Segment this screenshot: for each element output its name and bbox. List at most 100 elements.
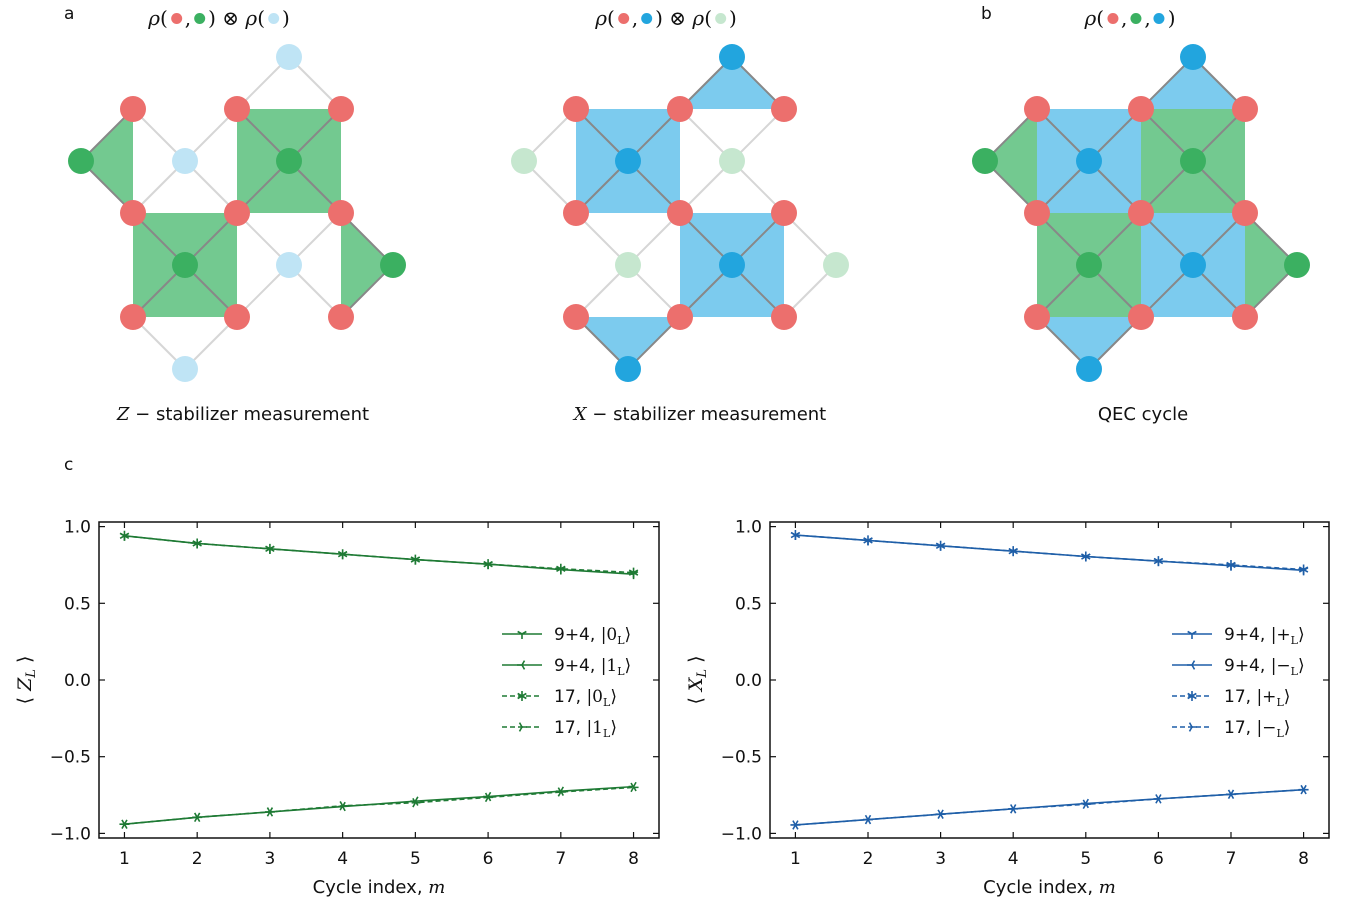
data-point-marker xyxy=(1010,804,1019,814)
idle-x-ancilla-qubit xyxy=(172,356,198,382)
data-point-marker xyxy=(630,782,639,793)
z-ancilla-qubit xyxy=(1284,252,1310,278)
data-qubit xyxy=(120,96,146,122)
z-ancilla-qubit xyxy=(1076,252,1102,278)
data-qubit xyxy=(120,200,146,226)
legend-marker xyxy=(517,630,527,639)
data-qubit xyxy=(1232,96,1258,122)
data-qubit xyxy=(1232,200,1258,226)
data-point-marker xyxy=(266,807,275,817)
plot-frame xyxy=(769,521,1330,839)
x-tick-label: 4 xyxy=(1008,849,1019,869)
data-point-marker xyxy=(192,538,202,549)
data-point-marker xyxy=(937,809,946,819)
x-tick-label: 6 xyxy=(1153,849,1164,869)
data-point-marker xyxy=(556,563,566,574)
x-ancilla-qubit xyxy=(1180,44,1206,70)
x-tick-label: 3 xyxy=(264,849,275,869)
data-point-marker xyxy=(483,559,493,570)
x-ancilla-qubit xyxy=(1076,356,1102,382)
data-qubit xyxy=(1128,96,1154,122)
data-point-marker xyxy=(1227,789,1236,800)
legend-entry: 17, |0L⟩ xyxy=(554,687,617,709)
legend-marker xyxy=(1188,722,1197,732)
idle-z-ancilla-qubit xyxy=(823,252,849,278)
data-qubit xyxy=(328,200,354,226)
data-point-marker xyxy=(410,554,421,565)
red-dot-icon xyxy=(170,12,182,24)
legend-entry: 9+4, |1L⟩ xyxy=(554,656,631,678)
data-point-marker xyxy=(265,543,275,554)
green-dot-icon xyxy=(1130,12,1142,24)
light-green-dot-icon xyxy=(715,12,726,24)
y-tick-label: 0.5 xyxy=(735,594,762,614)
data-point-marker xyxy=(1153,556,1164,567)
panel-label-c: c xyxy=(64,455,74,475)
data-qubit xyxy=(1128,200,1154,226)
x-tick-label: 8 xyxy=(1298,849,1309,869)
stabilizer-plaquette xyxy=(1245,213,1297,317)
panel-label-a: a xyxy=(64,4,75,24)
data-qubit xyxy=(1024,304,1050,330)
data-point-marker xyxy=(1081,551,1091,562)
x-ancilla-qubit xyxy=(1180,252,1206,278)
lattice-x xyxy=(511,44,849,382)
data-qubit xyxy=(224,200,250,226)
legend-entry: 17, |+L⟩ xyxy=(1224,687,1290,709)
y-tick-label: −0.5 xyxy=(50,748,91,768)
data-qubit xyxy=(771,96,797,122)
x-tick-label: 7 xyxy=(1226,849,1237,869)
data-qubit xyxy=(1128,304,1154,330)
legend-entry: 9+4, |0L⟩ xyxy=(554,625,631,647)
data-qubit xyxy=(667,200,693,226)
data-qubit xyxy=(771,304,797,330)
series-line xyxy=(795,788,1304,826)
panel-label-b: b xyxy=(981,4,992,24)
data-point-marker xyxy=(1155,794,1164,804)
z-ancilla-qubit xyxy=(1180,148,1206,174)
stabilizer-plaquette xyxy=(985,109,1037,213)
series-line xyxy=(124,786,634,825)
idle-x-ancilla-qubit xyxy=(172,148,198,174)
y-axis-label: ⟨ ZL ⟩ xyxy=(14,656,39,705)
stabilizer-plaquette xyxy=(1037,317,1141,369)
z-ancilla-qubit xyxy=(172,252,198,278)
data-point-marker xyxy=(864,814,874,825)
data-qubit xyxy=(224,304,250,330)
data-point-marker xyxy=(1298,564,1309,575)
y-tick-label: −1.0 xyxy=(50,824,91,844)
legend-marker xyxy=(1187,630,1197,639)
x-tick-label: 4 xyxy=(337,849,348,869)
y-tick-label: 1.0 xyxy=(64,518,91,538)
data-point-marker xyxy=(628,567,639,578)
lattice-z xyxy=(68,44,406,382)
data-point-marker xyxy=(337,549,348,560)
z-ancilla-qubit xyxy=(276,148,302,174)
y-tick-label: 0.0 xyxy=(735,671,762,691)
stabilizer-plaquette xyxy=(81,109,133,213)
data-qubit xyxy=(1024,200,1050,226)
z-ancilla-qubit xyxy=(380,252,406,278)
data-point-marker xyxy=(484,792,494,803)
y-tick-label: 1.0 xyxy=(735,518,762,538)
legend-marker xyxy=(517,660,526,670)
data-point-marker xyxy=(339,801,348,811)
lattice-qec xyxy=(972,44,1310,382)
x-axis-label: Cycle index, m xyxy=(983,877,1116,898)
data-qubit xyxy=(563,96,589,122)
legend-marker xyxy=(1187,660,1196,670)
legend-entry: 17, |−L⟩ xyxy=(1224,718,1290,740)
x-tick-label: 5 xyxy=(410,849,421,869)
x-logical-chart: 1 2 3 4 5 6 7 8 −1.0 −0.5 0.0 0.5 1.0 Cycle index, m ⟨… xyxy=(685,518,1330,898)
data-qubit xyxy=(1024,96,1050,122)
stabilizer-plaquette xyxy=(1141,57,1245,109)
data-point-marker xyxy=(792,820,801,830)
data-point-marker xyxy=(863,535,873,546)
x-tick-label: 5 xyxy=(1080,849,1091,869)
y-tick-label: −0.5 xyxy=(721,748,762,768)
surface-code-diagrams xyxy=(68,44,1310,382)
blue-dot-icon xyxy=(1153,12,1165,24)
stabilizer-plaquette xyxy=(680,57,784,109)
x-tick-label: 3 xyxy=(935,849,946,869)
x-tick-label: 1 xyxy=(119,849,130,869)
